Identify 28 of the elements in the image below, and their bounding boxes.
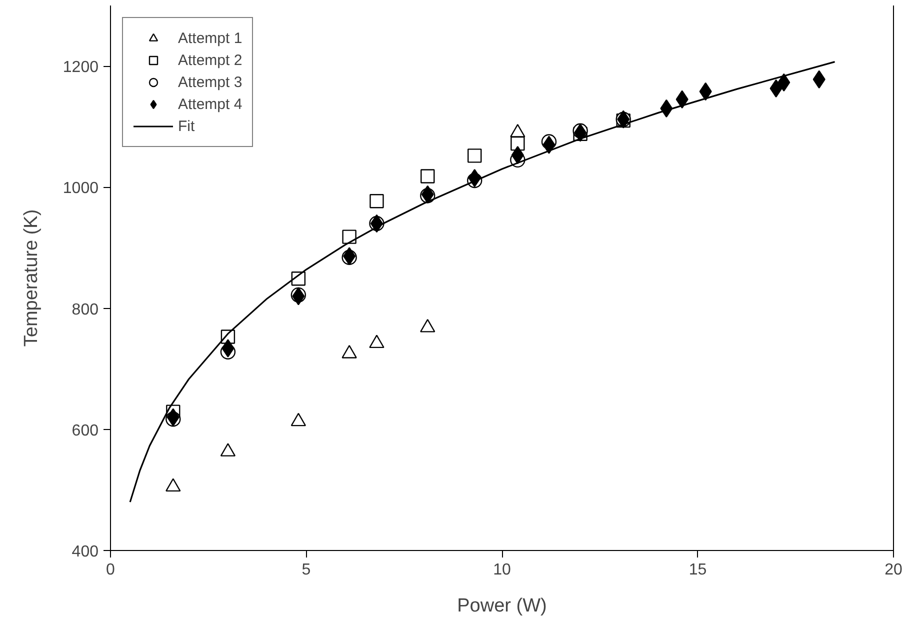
legend-label: Attempt 2 bbox=[178, 52, 242, 68]
point bbox=[370, 194, 384, 208]
y-tick-label: 1000 bbox=[62, 180, 99, 198]
x-tick-label: 5 bbox=[302, 562, 311, 578]
point bbox=[510, 136, 525, 151]
x-axis-title: Power (W) bbox=[457, 596, 547, 616]
y-tick-label: 600 bbox=[72, 422, 99, 440]
y-tick-label: 400 bbox=[72, 544, 99, 560]
legend-label: Attempt 3 bbox=[178, 74, 242, 90]
point bbox=[420, 169, 435, 184]
y-axis-title: Temperature (K) bbox=[20, 209, 42, 347]
point bbox=[676, 90, 688, 108]
y-tick-label: 1200 bbox=[62, 59, 99, 76]
legend-label: Attempt 1 bbox=[178, 30, 242, 46]
x-tick-label: 20 bbox=[884, 562, 902, 578]
point bbox=[542, 136, 556, 154]
y-tick-label: 800 bbox=[72, 301, 99, 318]
point bbox=[812, 70, 826, 88]
x-tick-label: 0 bbox=[106, 562, 116, 578]
x-tick-label: 15 bbox=[688, 562, 707, 578]
point bbox=[342, 230, 356, 244]
point bbox=[467, 148, 482, 163]
legend-label: Fit bbox=[178, 118, 196, 134]
legend-label: Attempt 4 bbox=[178, 96, 242, 112]
x-tick-label: 10 bbox=[493, 562, 511, 578]
point bbox=[574, 124, 587, 142]
point bbox=[222, 339, 234, 358]
point bbox=[166, 408, 180, 426]
